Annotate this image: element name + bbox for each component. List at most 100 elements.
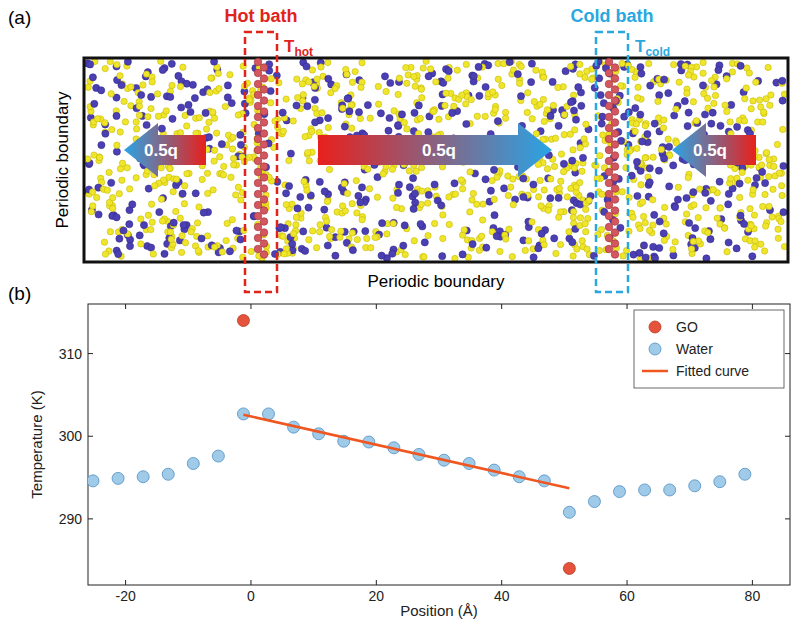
atom <box>737 62 744 69</box>
atom <box>106 169 112 175</box>
atom <box>215 70 221 76</box>
point <box>237 315 249 327</box>
atom <box>529 116 535 122</box>
atom <box>555 84 561 90</box>
atom <box>661 204 667 210</box>
go-atom <box>611 130 619 138</box>
point <box>187 458 199 470</box>
atom <box>641 243 647 249</box>
atom <box>684 90 690 96</box>
go-atom <box>605 80 613 88</box>
atom <box>406 184 413 191</box>
atom <box>349 230 355 236</box>
atom <box>304 187 310 193</box>
atom <box>497 248 503 254</box>
atom <box>535 245 542 252</box>
atom <box>526 238 532 244</box>
atom <box>136 112 142 118</box>
atom <box>145 114 151 120</box>
atom <box>145 185 152 192</box>
atom <box>358 184 365 191</box>
go-atom <box>260 163 268 171</box>
atom <box>108 91 114 97</box>
plot-frame <box>88 304 790 585</box>
atom <box>150 251 156 257</box>
atom <box>303 63 310 70</box>
atom <box>121 98 127 104</box>
atom <box>90 203 96 209</box>
atom <box>561 112 567 118</box>
atom <box>545 207 551 213</box>
atom <box>211 244 217 250</box>
atom <box>514 71 521 78</box>
atom <box>650 222 656 228</box>
atom <box>237 236 244 243</box>
atom <box>692 225 699 232</box>
atom <box>566 229 572 235</box>
atom <box>528 79 535 86</box>
atom <box>725 201 732 208</box>
atom <box>316 178 323 185</box>
atom <box>570 209 576 215</box>
atom <box>283 96 289 102</box>
atom <box>386 114 393 121</box>
atom <box>182 183 188 189</box>
go-atom <box>254 135 262 143</box>
atom <box>202 109 209 116</box>
atom <box>517 93 524 100</box>
x-tick <box>250 580 251 585</box>
atom <box>535 194 541 200</box>
go-atom <box>605 212 613 220</box>
go-atom <box>611 152 619 160</box>
atom <box>708 77 714 83</box>
atom <box>639 199 645 205</box>
atom <box>574 246 580 252</box>
atom <box>572 116 579 123</box>
atom <box>404 126 410 132</box>
symbol: T <box>635 37 646 56</box>
go-atom <box>611 86 619 94</box>
panel-label: (a) <box>8 7 31 28</box>
go-atom <box>605 223 613 231</box>
atom <box>579 238 585 244</box>
atom <box>364 235 370 241</box>
atom <box>357 199 364 206</box>
atom <box>547 112 554 119</box>
x-tick-label: -20 <box>115 588 135 604</box>
atom <box>306 79 312 85</box>
figure: (a)Hot bathThotCold bathTcold0.5q0.5q0.5… <box>0 0 796 622</box>
atom <box>218 141 225 148</box>
atom <box>551 163 557 169</box>
atom <box>705 229 711 235</box>
atom <box>445 68 452 75</box>
atom <box>149 79 155 85</box>
atom <box>352 68 358 74</box>
go-atom <box>605 135 613 143</box>
atom <box>638 182 644 188</box>
atom <box>766 203 772 209</box>
atom <box>167 93 174 100</box>
atom <box>102 120 108 126</box>
atom <box>418 86 424 92</box>
legend-marker <box>649 343 661 355</box>
atom <box>701 111 708 118</box>
atom <box>98 87 105 94</box>
atom <box>741 220 748 227</box>
atom <box>178 104 185 111</box>
atom <box>180 221 187 228</box>
atom <box>491 212 498 219</box>
atom <box>325 75 332 82</box>
atom <box>332 252 339 259</box>
atom <box>362 228 369 235</box>
go-atom <box>254 146 262 154</box>
go-atom <box>605 146 613 154</box>
atom <box>433 79 439 85</box>
atom <box>207 89 213 95</box>
atom <box>290 231 296 237</box>
atom <box>778 183 784 189</box>
point <box>162 468 174 480</box>
point <box>714 476 726 488</box>
atom <box>167 165 173 171</box>
atom <box>385 127 392 134</box>
atom <box>387 79 394 86</box>
